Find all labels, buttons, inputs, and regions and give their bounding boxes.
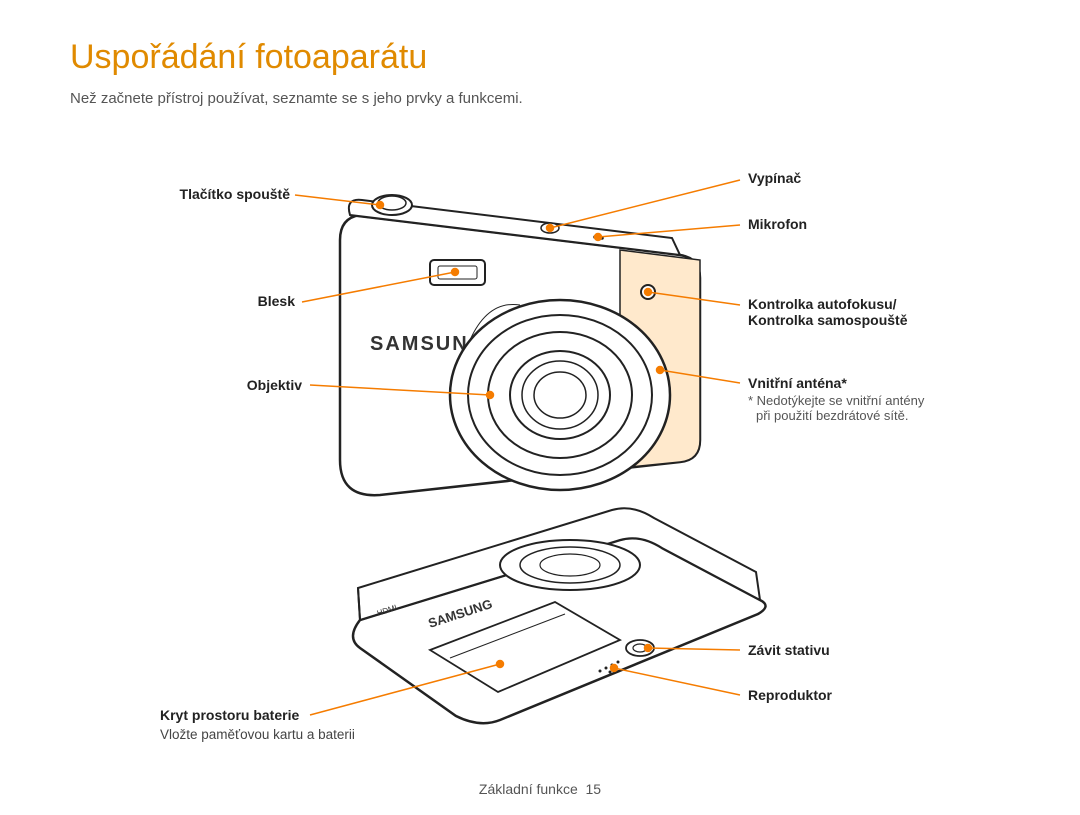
label-speaker: Reproduktor <box>748 687 832 703</box>
label-battery-note: Vložte paměťovou kartu a baterii <box>160 727 355 742</box>
label-antenna-title: Vnitřní anténa* <box>748 375 847 391</box>
page-title: Uspořádání fotoaparátu <box>70 38 427 77</box>
svg-text:HDMI: HDMI <box>376 603 398 618</box>
label-af-led-line1: Kontrolka autofokusu/ <box>748 296 897 312</box>
footer-section: Základní funkce <box>479 781 578 797</box>
label-antenna-note2: při použití bezdrátové sítě. <box>748 408 924 423</box>
page-subtitle: Než začnete přístroj používat, seznamte … <box>70 90 523 107</box>
label-power: Vypínač <box>748 170 801 186</box>
label-af-led: Kontrolka autofokusu/ Kontrolka samospou… <box>748 296 907 328</box>
svg-text:SAMSUNG: SAMSUNG <box>426 596 494 631</box>
label-lens: Objektiv <box>232 377 302 393</box>
label-tripod: Závit stativu <box>748 642 830 658</box>
label-shutter: Tlačítko spouště <box>170 186 290 202</box>
label-battery: Kryt prostoru baterie <box>160 707 299 723</box>
label-antenna-note1: * Nedotýkejte se vnitřní antény <box>748 393 924 408</box>
label-antenna: Vnitřní anténa* * Nedotýkejte se vnitřní… <box>748 375 924 423</box>
label-flash: Blesk <box>240 293 295 309</box>
page-footer: Základní funkce 15 <box>0 781 1080 797</box>
label-af-led-line2: Kontrolka samospouště <box>748 312 907 328</box>
svg-text:SAMSUNG: SAMSUNG <box>370 333 486 355</box>
label-mic: Mikrofon <box>748 216 807 232</box>
footer-page: 15 <box>586 781 602 797</box>
manual-page: Uspořádání fotoaparátu Než začnete příst… <box>0 0 1080 815</box>
